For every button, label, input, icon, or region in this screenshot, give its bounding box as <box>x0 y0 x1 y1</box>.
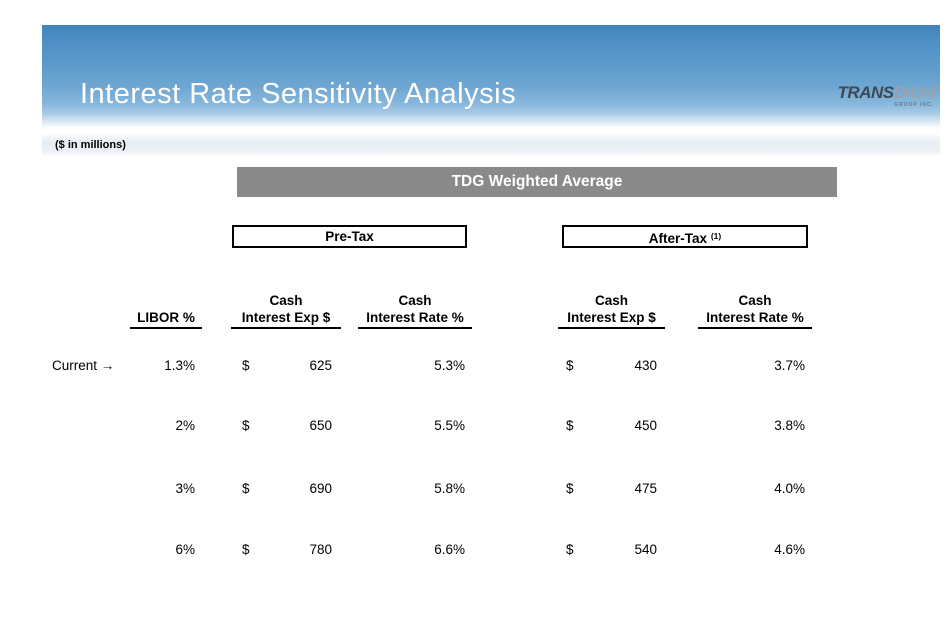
libor-value: 2% <box>175 418 195 433</box>
pretax-rate-value: 5.3% <box>434 358 465 373</box>
transdigm-logo: TRANSDIGM GROUP INC. <box>824 83 937 108</box>
group-header-bar: TDG Weighted Average <box>237 167 837 197</box>
dollar-sign: $ <box>242 418 250 433</box>
aftertax-interest-exp-header: Cash Interest Exp $ <box>558 292 665 329</box>
dollar-sign: $ <box>242 358 250 373</box>
pretax-label: Pre-Tax <box>325 229 374 244</box>
logo-subtext: GROUP INC. <box>894 102 934 108</box>
aftertax-rate-value: 4.0% <box>774 481 805 496</box>
aftertax-footnote-marker: (1) <box>710 231 722 241</box>
pretax-exp-value: 690 <box>309 481 332 496</box>
pretax-cash-label: Cash <box>398 293 432 308</box>
dollar-sign: $ <box>242 481 250 496</box>
table-row: 3% $ 690 5.8% $ 475 4.0% <box>0 481 947 497</box>
aftertax-exp-value: 540 <box>634 542 657 557</box>
pretax-interest-rate-header: Cash Interest Rate % <box>358 292 472 329</box>
pretax-rate-value: 5.8% <box>434 481 465 496</box>
pretax-interest-rate-label: Interest Rate % <box>366 310 464 325</box>
libor-column-header: LIBOR % <box>130 309 202 329</box>
aftertax-exp-value: 430 <box>634 358 657 373</box>
pretax-section-box: Pre-Tax <box>232 225 467 248</box>
pretax-exp-value: 780 <box>309 542 332 557</box>
aftertax-rate-value: 3.7% <box>774 358 805 373</box>
aftertax-section-box: After-Tax (1) <box>562 225 808 248</box>
pretax-interest-exp-label: Interest Exp $ <box>241 310 331 325</box>
aftertax-rate-value: 4.6% <box>774 542 805 557</box>
pretax-exp-value: 650 <box>309 418 332 433</box>
aftertax-interest-exp-label: Interest Exp $ <box>567 310 656 325</box>
libor-value: 1.3% <box>164 358 195 373</box>
pretax-rate-value: 6.6% <box>434 542 465 557</box>
units-note: ($ in millions) <box>55 139 126 151</box>
dollar-sign: $ <box>566 542 574 557</box>
aftertax-interest-rate-label: Interest Rate % <box>706 310 804 325</box>
dollar-sign: $ <box>242 542 250 557</box>
libor-value: 6% <box>175 542 195 557</box>
aftertax-cash-label: Cash <box>594 293 628 308</box>
aftertax-exp-value: 475 <box>634 481 657 496</box>
aftertax-label: After-Tax <box>648 231 711 246</box>
sky-banner <box>42 25 940 155</box>
libor-value: 3% <box>175 481 195 496</box>
dollar-sign: $ <box>566 418 574 433</box>
pretax-cash-label: Cash <box>269 293 303 308</box>
aftertax-interest-rate-header: Cash Interest Rate % <box>698 292 812 329</box>
pretax-exp-value: 625 <box>309 358 332 373</box>
aftertax-rate-value: 3.8% <box>774 418 805 433</box>
dollar-sign: $ <box>566 481 574 496</box>
aftertax-exp-value: 450 <box>634 418 657 433</box>
logo-text-trans: TRANS <box>837 83 895 102</box>
table-row: 6% $ 780 6.6% $ 540 4.6% <box>0 542 947 558</box>
table-row: Current → 1.3% $ 625 5.3% $ 430 3.7% <box>0 358 947 374</box>
current-row-label: Current → <box>52 358 115 373</box>
page-title: Interest Rate Sensitivity Analysis <box>80 78 517 110</box>
pretax-rate-value: 5.5% <box>434 418 465 433</box>
dollar-sign: $ <box>566 358 574 373</box>
logo-text-digm: DIGM <box>893 83 937 102</box>
pretax-interest-exp-header: Cash Interest Exp $ <box>231 292 341 329</box>
table-row: 2% $ 650 5.5% $ 450 3.8% <box>0 418 947 434</box>
aftertax-cash-label: Cash <box>738 293 772 308</box>
